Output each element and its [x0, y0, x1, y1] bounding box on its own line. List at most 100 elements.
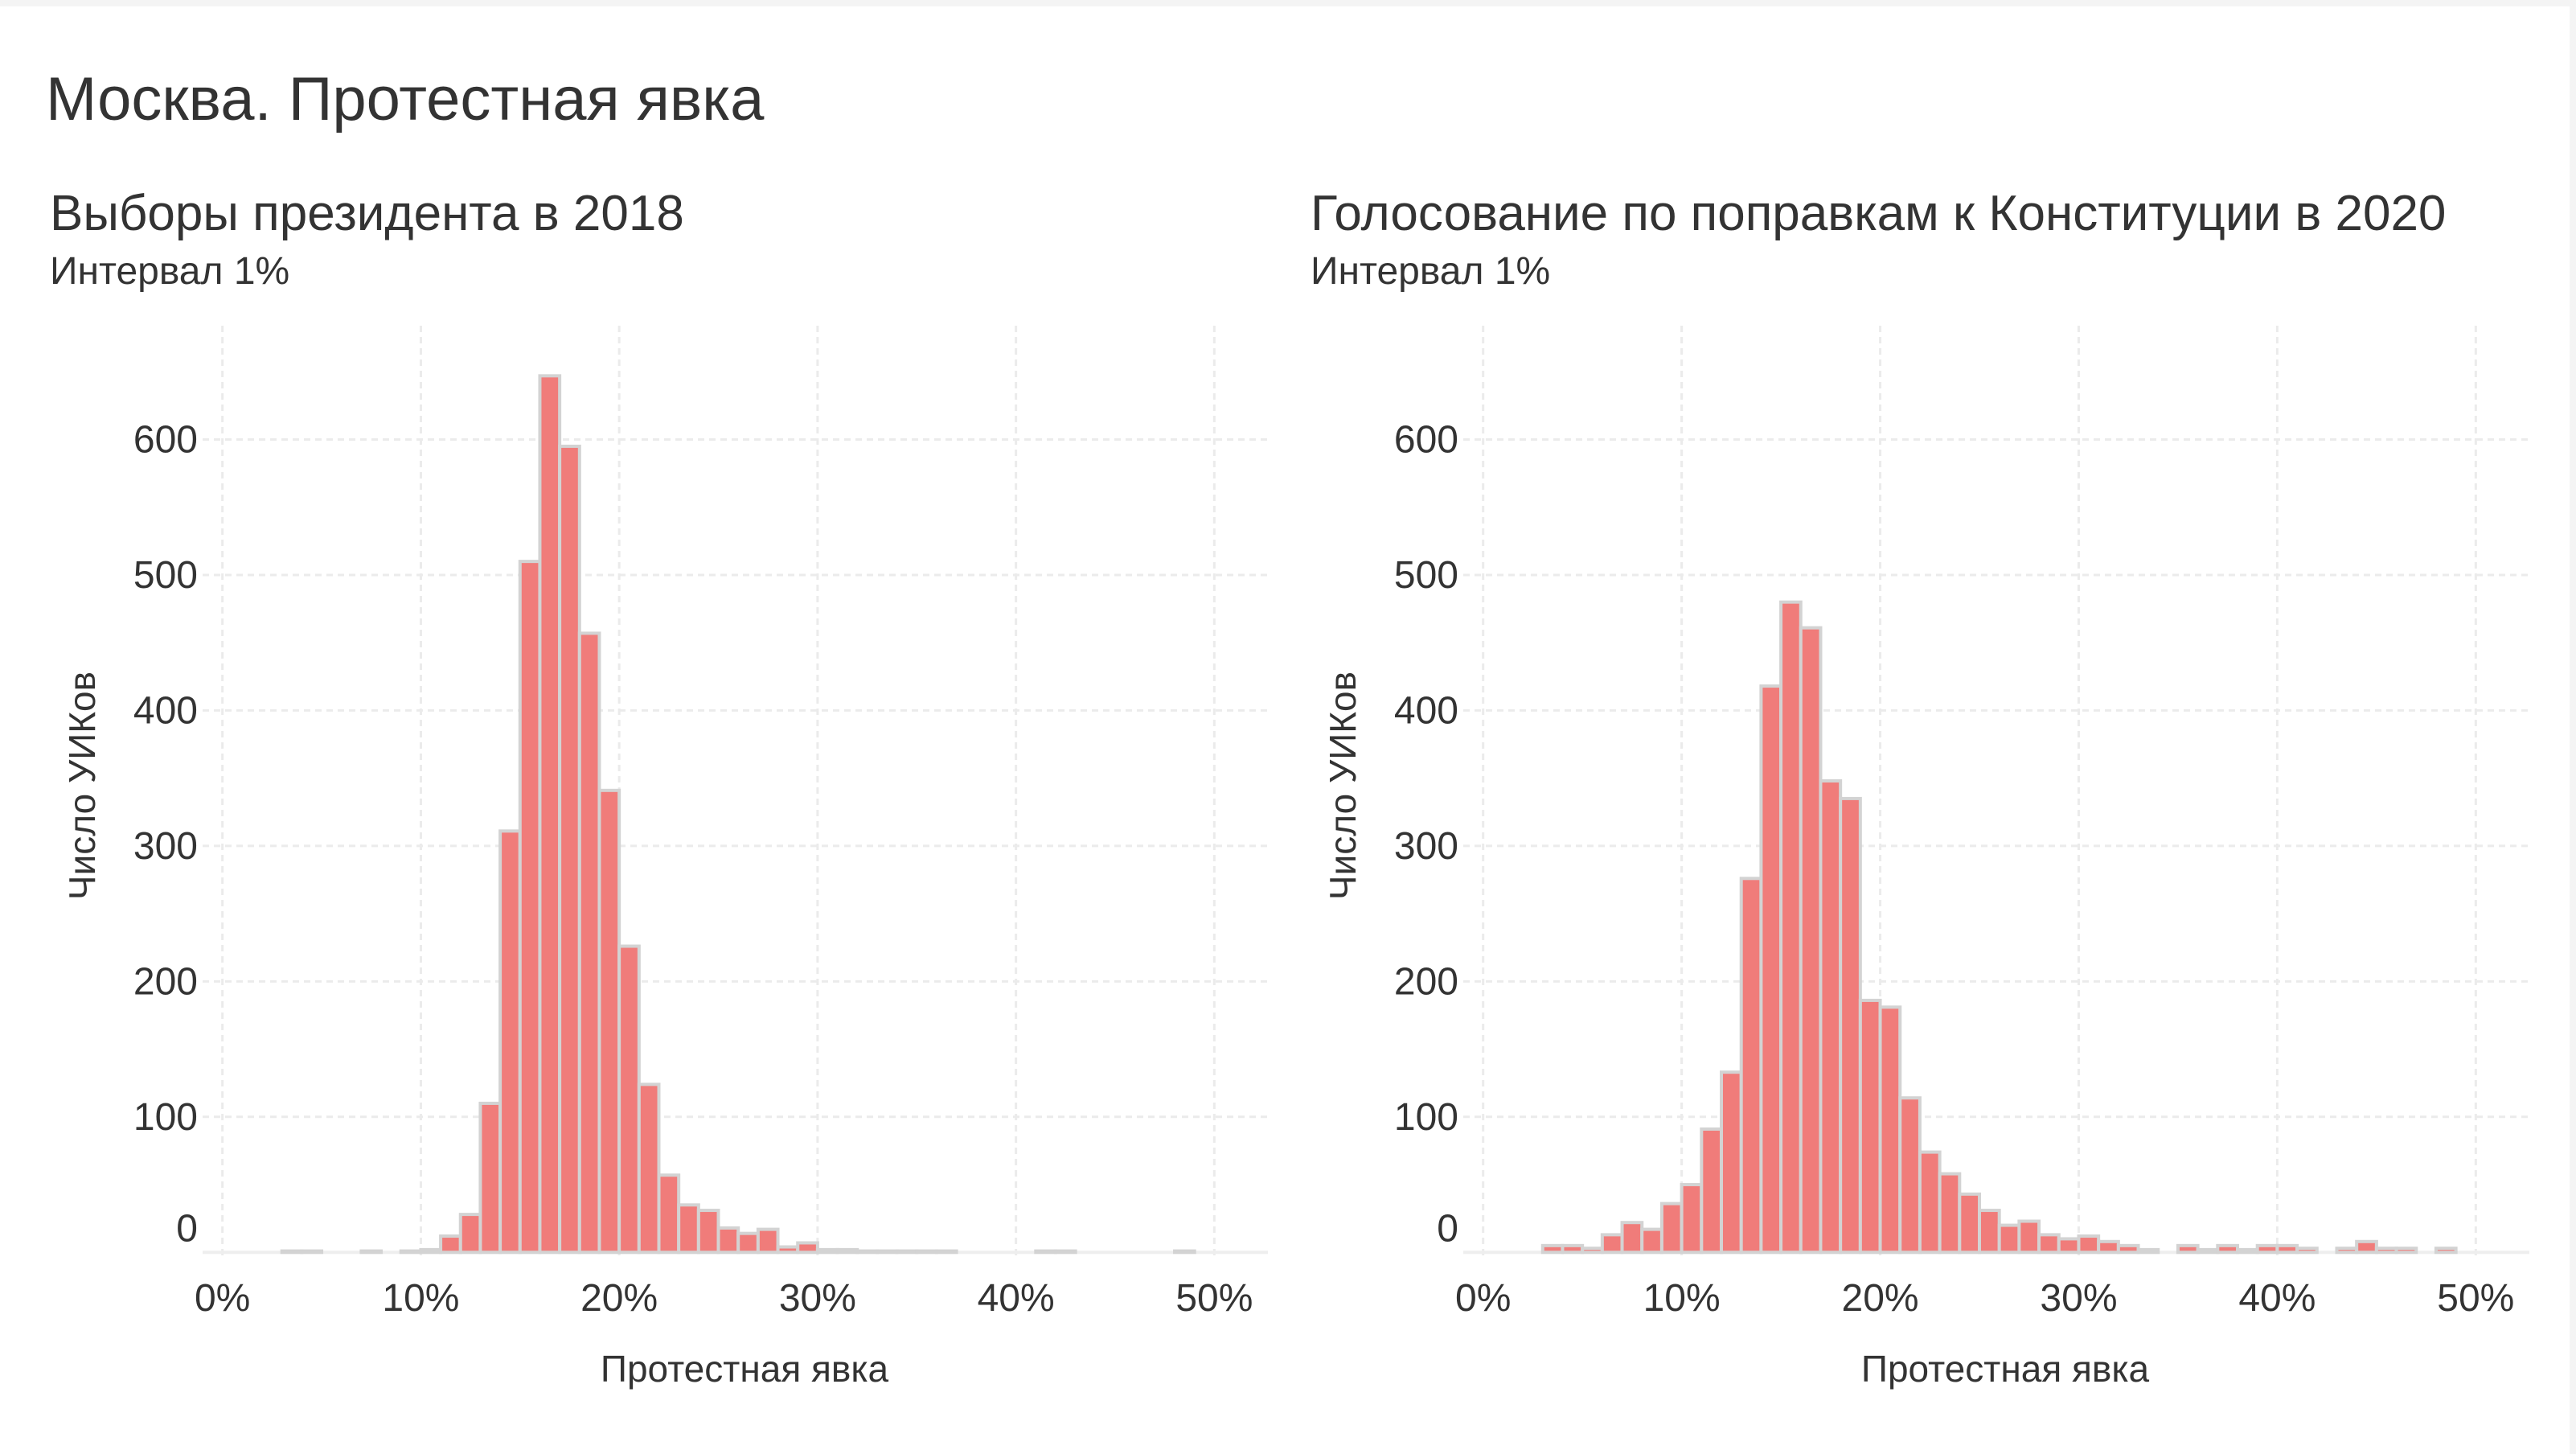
left-y-tick-label: 200 [133, 960, 198, 1003]
right-histogram-bar [2017, 1219, 2041, 1255]
right-histogram-bar [2355, 1239, 2378, 1255]
left-histogram-bar [478, 1101, 502, 1255]
right-histogram-bar [1938, 1172, 1962, 1255]
left-histogram-bar [776, 1245, 800, 1255]
left-histogram-bar [359, 1249, 384, 1255]
right-x-tick-label: 20% [1842, 1277, 1919, 1320]
left-histogram-bar [518, 560, 542, 1255]
left-y-tick-label: 600 [133, 419, 198, 462]
right-histogram-bar [1720, 1070, 1743, 1255]
left-histogram-bar [458, 1213, 482, 1255]
right-histogram-bar [1640, 1227, 1663, 1255]
right-x-tick-label: 0% [1455, 1277, 1511, 1320]
left-histogram-bar [736, 1231, 760, 1255]
left-x-tick-label: 50% [1175, 1277, 1253, 1320]
left-histogram-bar [696, 1209, 720, 1255]
page-title: Москва. Протестная явка [46, 65, 765, 133]
right-x-tick-label: 50% [2437, 1277, 2514, 1320]
left-histogram-bar [558, 444, 581, 1255]
right-histogram-bar [2295, 1247, 2319, 1255]
right-histogram-bar [1620, 1221, 1644, 1255]
left-histogram-bar [835, 1247, 859, 1255]
right-histogram-bar [1739, 877, 1763, 1255]
chart-card: Москва. Протестная явка Выборы президент… [0, 6, 2570, 1454]
right-histogram-bar [2116, 1243, 2140, 1255]
left-y-tick-label: 400 [133, 689, 198, 732]
right-histogram-bar [1581, 1247, 1604, 1255]
left-histogram-bar [716, 1226, 740, 1255]
left-histogram-bar [796, 1241, 819, 1255]
right-histogram-bar [2176, 1243, 2200, 1255]
left-histogram-bar [300, 1249, 324, 1255]
right-histogram-bar [1978, 1209, 2001, 1255]
left-x-tick-label: 40% [978, 1277, 1055, 1320]
left-y-tick-label: 100 [133, 1096, 198, 1139]
right-y-axis-label: Число УИКов [1322, 672, 1364, 900]
right-histogram-bar [1680, 1183, 1704, 1255]
right-histogram-bar [1799, 626, 1823, 1255]
right-x-tick-label: 40% [2238, 1277, 2316, 1320]
right-histogram-bar [2275, 1243, 2299, 1255]
left-histogram-bar [915, 1249, 938, 1255]
right-histogram-bar [1997, 1223, 2021, 1255]
right-y-tick-label: 600 [1394, 419, 1458, 462]
left-histogram-bar [280, 1249, 304, 1255]
left-histogram-bar [577, 631, 601, 1255]
right-histogram-bar [1898, 1096, 1922, 1255]
right-histogram-bar [1958, 1192, 1982, 1255]
left-histogram-bar [439, 1234, 462, 1255]
left-histogram-bar [815, 1247, 839, 1255]
left-histogram-bar [617, 944, 641, 1255]
right-histogram-bar [2196, 1247, 2220, 1255]
left-histogram: Протестная явка Число УИКов 0% 10% 20% 30% 4… [61, 326, 1268, 1390]
left-histogram-bar [657, 1173, 681, 1255]
right-histogram-bar [1819, 779, 1843, 1255]
right-chart-subtitle: Интервал 1% [1311, 250, 1551, 293]
left-histogram-bar [637, 1082, 661, 1255]
right-histogram-bar [2136, 1247, 2160, 1255]
left-histogram-bar [1034, 1249, 1057, 1255]
right-x-tick-label: 30% [2040, 1277, 2117, 1320]
right-histogram-bar [2216, 1243, 2240, 1255]
left-histogram-bar [1053, 1249, 1077, 1255]
left-y-tick-label: 0 [176, 1207, 198, 1250]
right-histogram-bar [1700, 1127, 1724, 1255]
right-histogram-bar [2335, 1247, 2359, 1255]
left-y-axis-label: Число УИКов [61, 672, 103, 900]
left-histogram-bar [677, 1203, 700, 1255]
right-histogram-bar [1918, 1150, 1942, 1255]
left-histogram-bar [895, 1249, 919, 1255]
left-histogram-bar [855, 1249, 879, 1255]
right-y-tick-label: 200 [1394, 960, 1458, 1003]
right-histogram-bar [2255, 1243, 2279, 1255]
right-histogram-bar [2097, 1239, 2120, 1255]
left-chart-subtitle: Интервал 1% [50, 250, 290, 293]
right-histogram-bar [1659, 1201, 1684, 1255]
right-x-tick-label: 10% [1643, 1277, 1721, 1320]
left-histogram-bar [419, 1247, 443, 1255]
right-histogram-bar [1779, 600, 1803, 1255]
right-histogram-bar [1540, 1243, 1565, 1255]
right-histogram-bar [2434, 1247, 2458, 1255]
left-histogram-bar [1173, 1249, 1196, 1255]
right-histogram-bar [2077, 1234, 2101, 1255]
right-y-tick-label: 300 [1394, 825, 1458, 868]
left-y-tick-label: 300 [133, 825, 198, 868]
left-histogram-bar [597, 788, 621, 1255]
right-histogram-bar [1839, 796, 1862, 1255]
right-y-tick-label: 100 [1394, 1096, 1458, 1139]
right-histogram-bar [2394, 1247, 2418, 1255]
right-histogram-bar [1878, 1005, 1902, 1255]
left-histogram-bar [934, 1249, 958, 1255]
left-y-tick-label: 500 [133, 554, 198, 597]
right-y-tick-label: 500 [1394, 554, 1458, 597]
left-chart-title: Выборы президента в 2018 [50, 186, 684, 241]
left-histogram-bar [498, 829, 522, 1255]
right-histogram-bar [2057, 1237, 2081, 1255]
right-x-axis-label: Протестная явка [1861, 1348, 2150, 1390]
left-histogram-bar [399, 1249, 423, 1255]
left-histogram-bar [875, 1249, 899, 1255]
left-x-tick-label: 30% [779, 1277, 856, 1320]
right-chart-title: Голосование по поправкам к Конституции в… [1311, 186, 2447, 241]
